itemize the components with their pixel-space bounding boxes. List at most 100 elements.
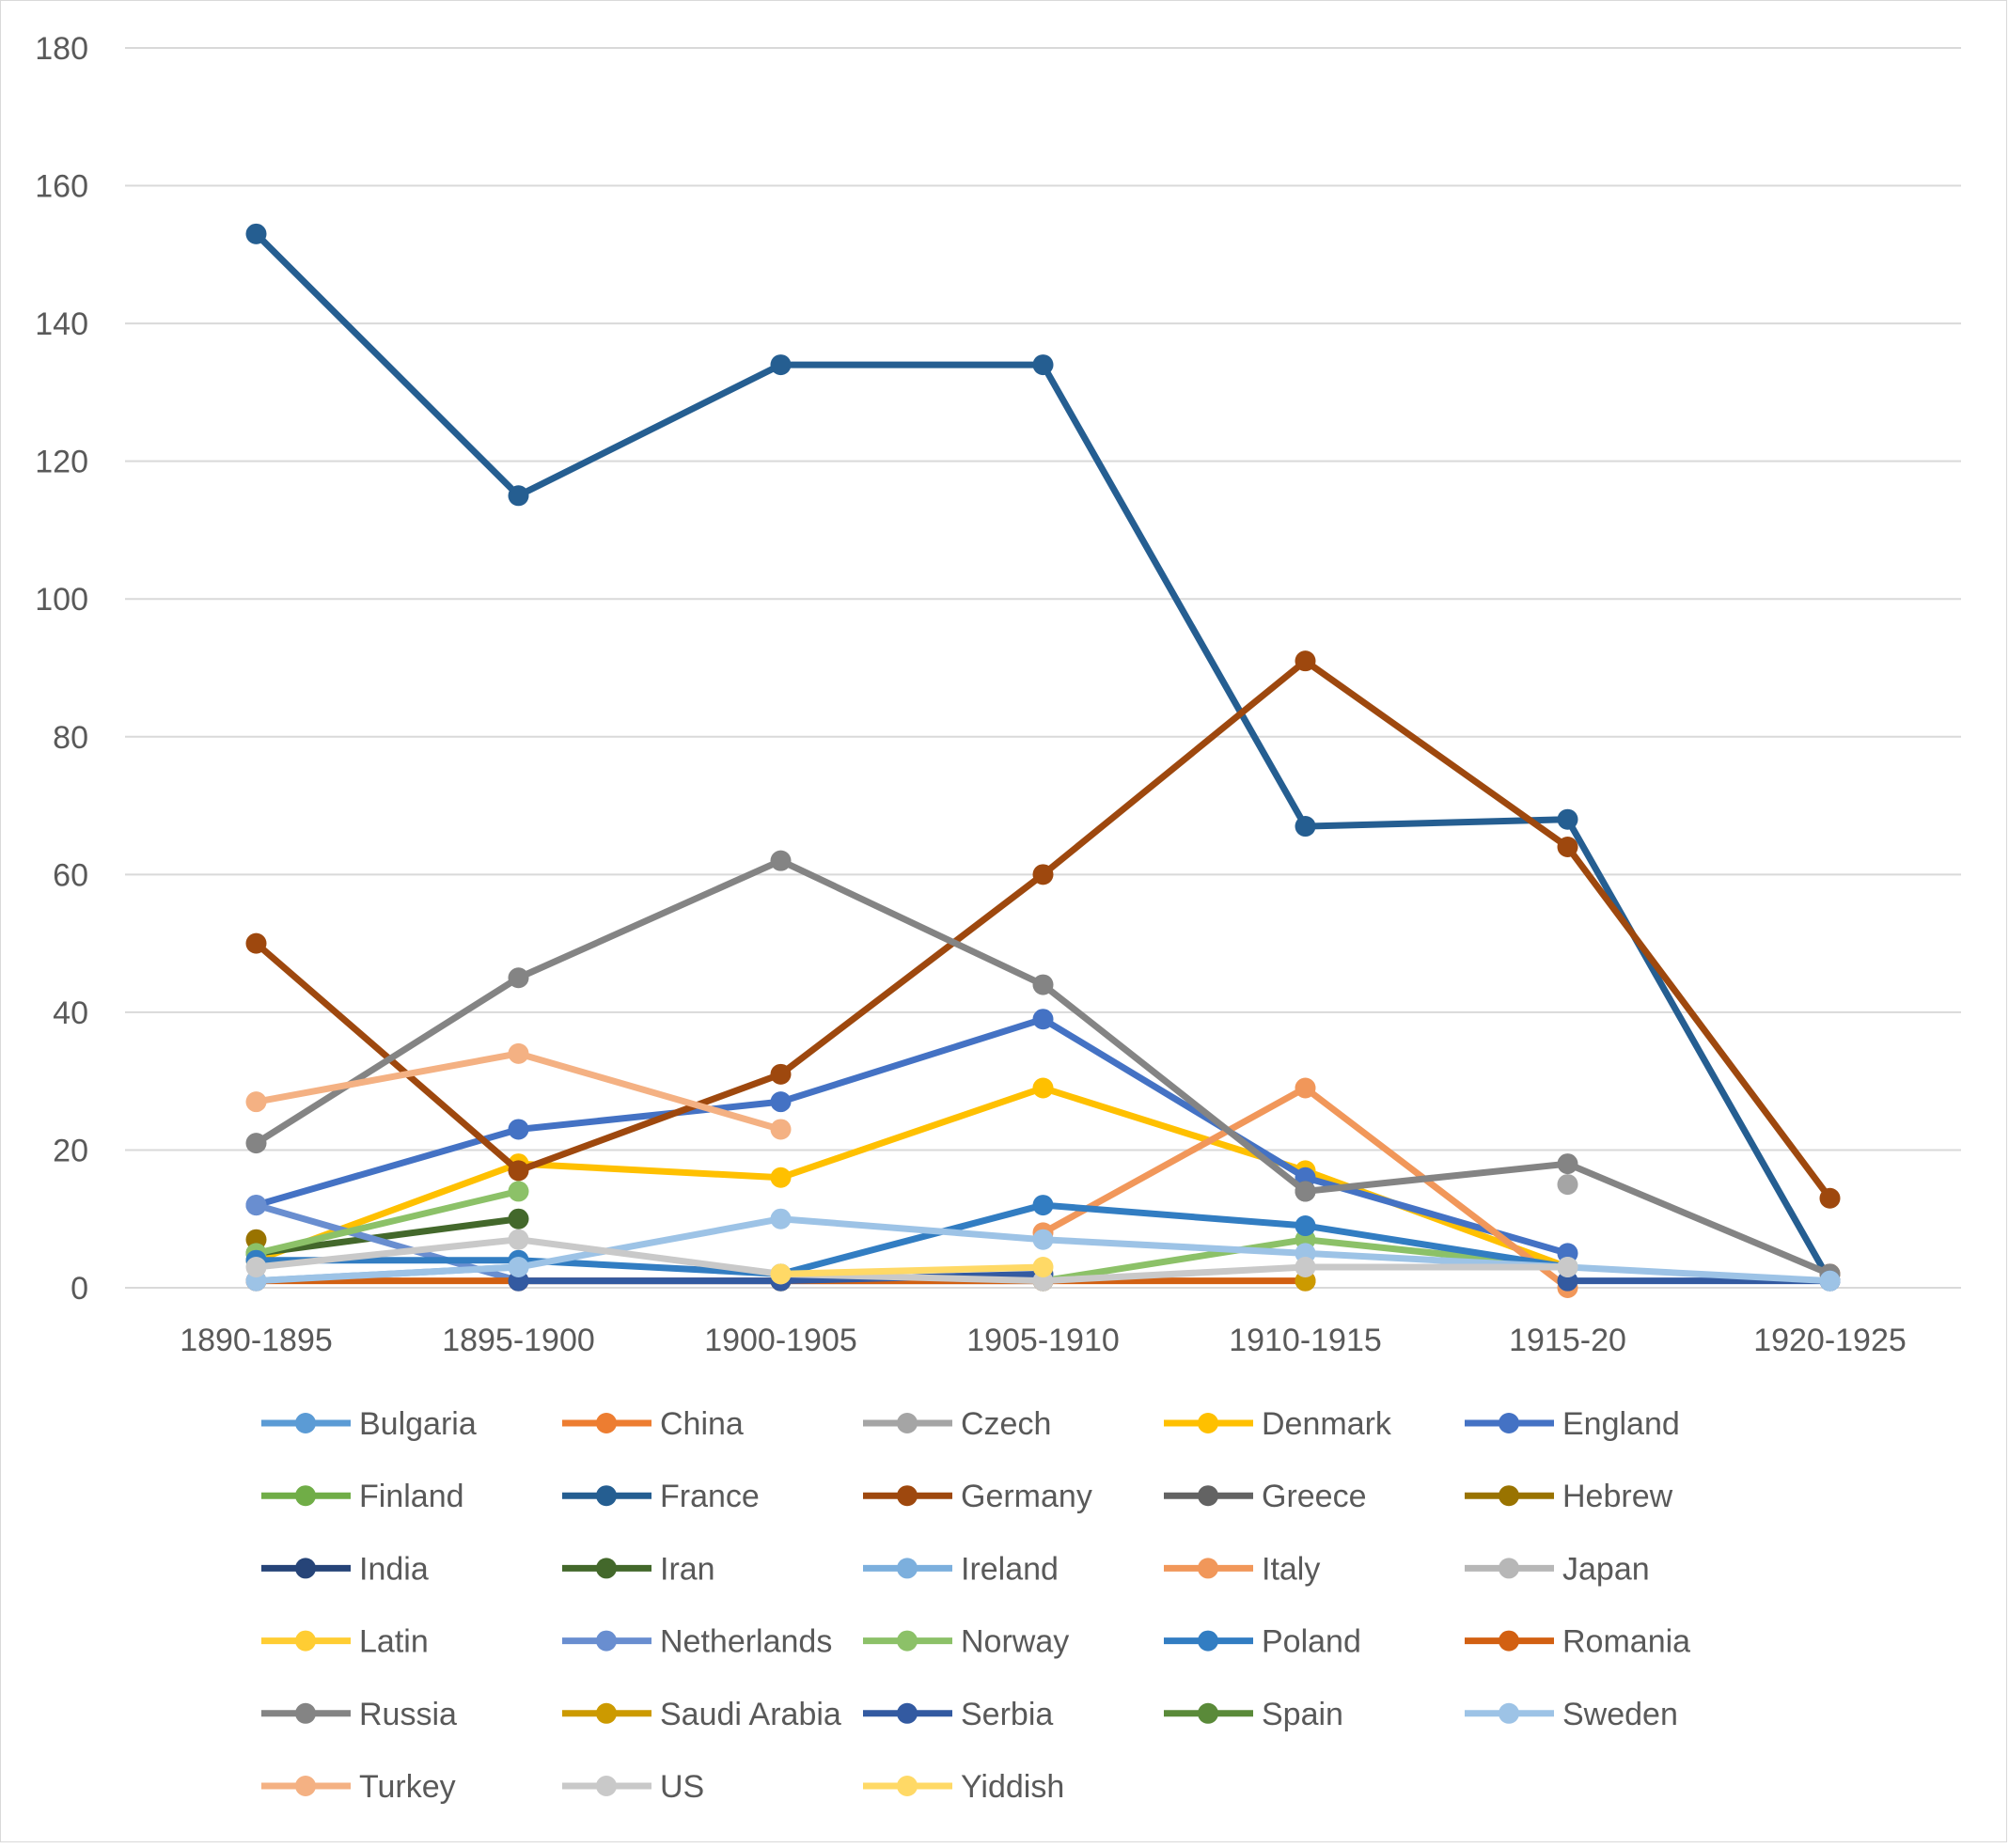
point-sweden [508,1257,529,1278]
series-lines [245,223,1841,1298]
legend-swatch-marker [596,1702,617,1724]
point-norway [508,1181,529,1202]
y-tick-label: 160 [35,169,88,205]
series-line-germany [253,657,1833,1202]
legend-entry-czech: Czech [863,1406,1051,1442]
legend-label: Serbia [961,1697,1053,1732]
series-czech [1557,1174,1578,1196]
legend-entry-italy: Italy [1164,1551,1320,1587]
point-france [770,354,792,376]
legend-label: Denmark [1262,1406,1392,1442]
legend-swatch-marker [295,1630,316,1652]
point-russia [508,967,529,989]
point-turkey [245,1091,267,1113]
y-tick-label: 140 [35,306,88,342]
series-france [245,223,1841,1292]
legend-label: Bulgaria [359,1406,477,1442]
series-yiddish [770,1257,1054,1285]
legend-swatch-marker [1499,1485,1519,1507]
legend-label: Poland [1262,1624,1361,1660]
legend-entry-england: England [1465,1406,1680,1442]
legend-swatch-marker [897,1558,918,1579]
legend-swatch-marker [295,1558,316,1579]
point-us [508,1229,529,1250]
legend-label: England [1562,1406,1680,1442]
legend-swatch-marker [1198,1413,1218,1433]
legend-swatch-marker [596,1485,617,1507]
x-axis-tick-labels: 1890-1895 1895-1900 1900-1905 1905-1910 1910… [180,1323,1907,1358]
legend-label: Yiddish [961,1769,1064,1805]
legend-entry-romania: Romania [1465,1624,1690,1660]
point-germany [1032,864,1054,885]
point-poland [1032,1195,1054,1216]
legend-swatch-marker [897,1413,918,1433]
legend-swatch-marker [596,1413,617,1433]
x-tick-label: 1900-1905 [704,1323,857,1358]
legend-swatch-marker [596,1630,617,1652]
point-france [1557,808,1578,830]
legend-label: Italy [1262,1551,1320,1587]
legend-label: Norway [961,1624,1069,1660]
x-tick-label: 1910-1915 [1229,1323,1382,1358]
legend-entry-bulgaria: Bulgaria [261,1406,477,1442]
gridlines [125,47,1961,1289]
point-netherlands [245,1195,267,1216]
y-tick-label: 0 [71,1271,88,1307]
series-germany [245,650,1841,1209]
series-line-yiddish [777,1263,1046,1277]
legend-swatch-marker [897,1630,918,1652]
legend-label: Turkey [359,1769,456,1805]
point-czech [1557,1174,1578,1196]
x-tick-label: 1890-1895 [180,1323,333,1358]
point-france [1032,354,1054,376]
legend: Bulgaria China Czech Denmark England Finland F… [261,1406,1690,1805]
legend-entry-greece: Greece [1164,1479,1367,1514]
y-tick-label: 120 [35,445,88,480]
y-tick-label: 60 [53,857,88,893]
y-axis-tick-labels: 0 20 40 60 80 100 120 140 160 180 [35,31,88,1307]
legend-label: Ireland [961,1551,1059,1587]
legend-entry-serbia: Serbia [863,1697,1053,1732]
point-us [1557,1257,1578,1278]
point-france [245,223,267,244]
series-russia [245,850,1841,1285]
legend-label: Russia [359,1697,457,1732]
point-denmark [770,1167,792,1188]
x-tick-label: 1915-20 [1509,1323,1626,1358]
legend-label: Finland [359,1479,464,1514]
legend-label: Germany [961,1479,1092,1514]
legend-entry-germany: Germany [863,1479,1092,1514]
legend-entry-france: France [562,1479,760,1514]
series-turkey [245,1042,792,1140]
legend-entry-hebrew: Hebrew [1465,1479,1673,1514]
x-tick-label: 1920-1925 [1753,1323,1907,1358]
series-line-norway [253,1187,522,1257]
legend-swatch-marker [295,1485,316,1507]
legend-entry-yiddish: Yiddish [863,1769,1064,1805]
legend-label: Iran [660,1551,715,1587]
point-yiddish [770,1263,792,1285]
point-russia [1557,1153,1578,1175]
point-germany [508,1160,529,1182]
point-france [508,485,529,507]
legend-swatch-marker [1198,1558,1218,1579]
legend-label: Hebrew [1562,1479,1673,1514]
point-england [1032,1009,1054,1030]
point-england [770,1091,792,1113]
legend-swatch-marker [1499,1630,1519,1652]
legend-swatch-marker [1198,1485,1218,1507]
legend-entry-iran: Iran [562,1551,715,1587]
legend-entry-turkey: Turkey [261,1769,456,1805]
series-line-us [253,1236,1571,1285]
legend-swatch-marker [1499,1702,1519,1724]
legend-label: China [660,1406,744,1442]
x-tick-label: 1905-1910 [966,1323,1120,1358]
point-france [1295,816,1316,838]
legend-entry-india: India [261,1551,429,1587]
legend-label: Latin [359,1624,429,1660]
legend-swatch-marker [897,1776,918,1796]
legend-entry-russia: Russia [261,1697,457,1732]
point-russia [1032,974,1054,995]
legend-label: US [660,1769,704,1805]
